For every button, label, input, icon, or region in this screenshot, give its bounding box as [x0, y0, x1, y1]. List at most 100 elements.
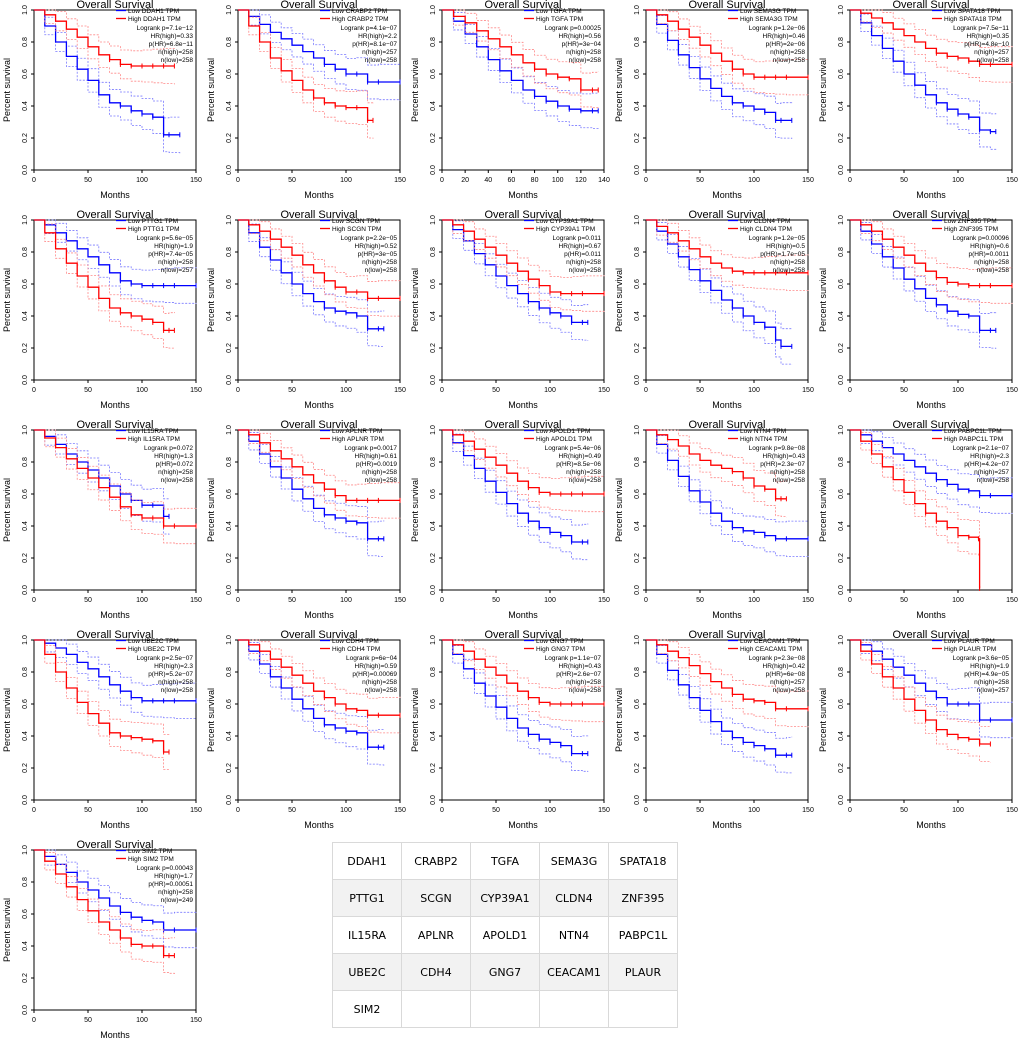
- gene-cell: CYP39A1: [470, 879, 540, 917]
- y-tick-label: 0.6: [430, 699, 437, 709]
- x-tick-label: 150: [190, 597, 202, 604]
- y-tick-label: 0.6: [22, 699, 29, 709]
- x-tick-label: 0: [644, 597, 648, 604]
- y-tick-label: 0.0: [22, 1005, 29, 1015]
- stat-line: n(low)=258: [569, 267, 602, 274]
- stat-line: n(low)=258: [773, 477, 806, 484]
- ci-lower-line: [850, 429, 980, 590]
- stat-line: n(high)=258: [158, 259, 193, 266]
- plot-svg: Overall Survival Months Percent survival 0 5…: [614, 420, 814, 620]
- ci-lower-line: [34, 429, 170, 535]
- gene-cell: [539, 990, 609, 1028]
- x-tick-label: 50: [84, 177, 92, 184]
- ci-lower-line: [646, 9, 793, 139]
- stat-line: HR(high)=1.3: [154, 453, 193, 460]
- y-tick-label: 1.0: [838, 215, 845, 225]
- ci-upper-line: [34, 9, 181, 119]
- legend-label: High APOLD1 TPM: [536, 436, 592, 443]
- survival-line-low: [238, 9, 400, 83]
- x-tick-label: 150: [190, 387, 202, 394]
- y-tick-label: 0.4: [226, 311, 233, 321]
- stat-line: p(HR)=0.072: [156, 461, 194, 468]
- x-tick-label: 140: [598, 177, 610, 184]
- stat-line: HR(high)=0.56: [559, 33, 602, 40]
- x-tick-label: 0: [848, 177, 852, 184]
- survival-line-high: [850, 639, 991, 745]
- y-tick-label: 0.4: [430, 521, 437, 531]
- x-tick-label: 0: [236, 177, 240, 184]
- survival-plot-crabp2: Overall Survival Months Percent survival 0 5…: [204, 0, 408, 206]
- legend-label: High CRABP2 TPM: [332, 16, 389, 23]
- ci-upper-line: [442, 639, 605, 689]
- ci-lower-line: [238, 429, 401, 519]
- stat-line: Logrank p=7.1e−12: [137, 25, 194, 32]
- gene-cell: UBE2C: [332, 953, 402, 991]
- y-tick-label: 0.8: [838, 37, 845, 47]
- plot-frame: [33, 429, 197, 591]
- stat-line: Logrank p=1.2e−05: [749, 235, 806, 242]
- plot-svg: Overall Survival Months Percent survival 0 5…: [614, 630, 814, 830]
- ci-lower-line: [646, 429, 809, 558]
- chart-title: Overall Survival: [484, 210, 561, 221]
- x-tick-label: 100: [136, 597, 148, 604]
- ci-lower-line: [442, 9, 599, 130]
- x-tick-label: 50: [288, 807, 296, 814]
- ci-lower-line: [850, 219, 997, 349]
- x-tick-label: 100: [136, 807, 148, 814]
- plot-frame: [441, 9, 605, 171]
- x-tick-label: 150: [394, 597, 406, 604]
- stat-line: p(HR)=6e−08: [766, 671, 806, 678]
- legend-label: High SEMA3G TPM: [740, 16, 798, 23]
- y-tick-label: 0.2: [634, 763, 641, 773]
- stat-line: Logrank p=1.2e−06: [749, 25, 806, 32]
- y-tick-label: 0.4: [226, 521, 233, 531]
- x-tick-label: 100: [340, 387, 352, 394]
- y-tick-label: 1.0: [22, 635, 29, 645]
- stat-line: Logrank p=0.00025: [545, 25, 602, 32]
- y-tick-label: 1.0: [430, 5, 437, 15]
- stat-line: HR(high)=0.5: [766, 243, 805, 250]
- y-axis-label: Percent survival: [614, 478, 624, 542]
- ci-upper-line: [442, 429, 589, 526]
- stat-line: HR(high)=2.3: [154, 663, 193, 670]
- y-tick-label: 0.8: [226, 37, 233, 47]
- legend-label: Low SPATA18 TPM: [944, 8, 1000, 15]
- stat-line: p(HR)=1.7e−05: [760, 251, 805, 258]
- y-tick-label: 0.2: [22, 763, 29, 773]
- stat-line: n(high)=258: [770, 49, 805, 56]
- y-axis-label: Percent survival: [410, 268, 420, 332]
- plot-svg: Overall Survival Months Percent survival 0 5…: [410, 210, 610, 410]
- legend-label: Low UBE2C TPM: [128, 638, 179, 645]
- ci-lower-line: [850, 219, 1013, 305]
- legend-label: High PLAUR TPM: [944, 646, 996, 653]
- plot-svg: Overall Survival Months Percent survival 0 5…: [2, 210, 202, 410]
- y-tick-label: 0.6: [634, 69, 641, 79]
- y-tick-label: 0.6: [634, 699, 641, 709]
- y-tick-label: 0.4: [22, 311, 29, 321]
- plot-svg: Overall Survival Months Percent survival 0 5…: [206, 0, 406, 200]
- plot-svg: Overall Survival Months Percent survival 0 5…: [614, 210, 814, 410]
- stat-line: n(low)=257: [161, 267, 194, 274]
- gene-cell: PLAUR: [608, 953, 678, 991]
- y-tick-label: 0.4: [634, 311, 641, 321]
- x-tick-label: 80: [531, 177, 539, 184]
- plot-svg: Overall Survival Months Percent survival 0 5…: [2, 0, 202, 200]
- stat-line: p(HR)=7.4e−05: [148, 251, 193, 258]
- ci-upper-line: [34, 849, 175, 940]
- gene-cell: APLNR: [401, 916, 471, 954]
- x-axis-label: Months: [304, 820, 334, 830]
- x-tick-label: 0: [848, 807, 852, 814]
- y-tick-label: 0.8: [22, 247, 29, 257]
- chart-title: Overall Survival: [76, 210, 153, 221]
- gene-table-row: PTTG1 SCGN CYP39A1 CLDN4 ZNF395: [332, 879, 678, 917]
- survival-plot-plaur: Overall Survival Months Percent survival 0 5…: [816, 630, 1020, 836]
- stat-line: HR(high)=0.6: [970, 243, 1009, 250]
- y-tick-label: 0.0: [634, 795, 641, 805]
- y-tick-label: 0.4: [430, 101, 437, 111]
- y-tick-label: 0.4: [22, 731, 29, 741]
- stat-line: n(low)=258: [365, 57, 398, 64]
- chart-title: Overall Survival: [76, 630, 153, 641]
- y-tick-label: 0.4: [430, 731, 437, 741]
- stat-line: n(high)=257: [974, 469, 1009, 476]
- x-tick-label: 50: [696, 807, 704, 814]
